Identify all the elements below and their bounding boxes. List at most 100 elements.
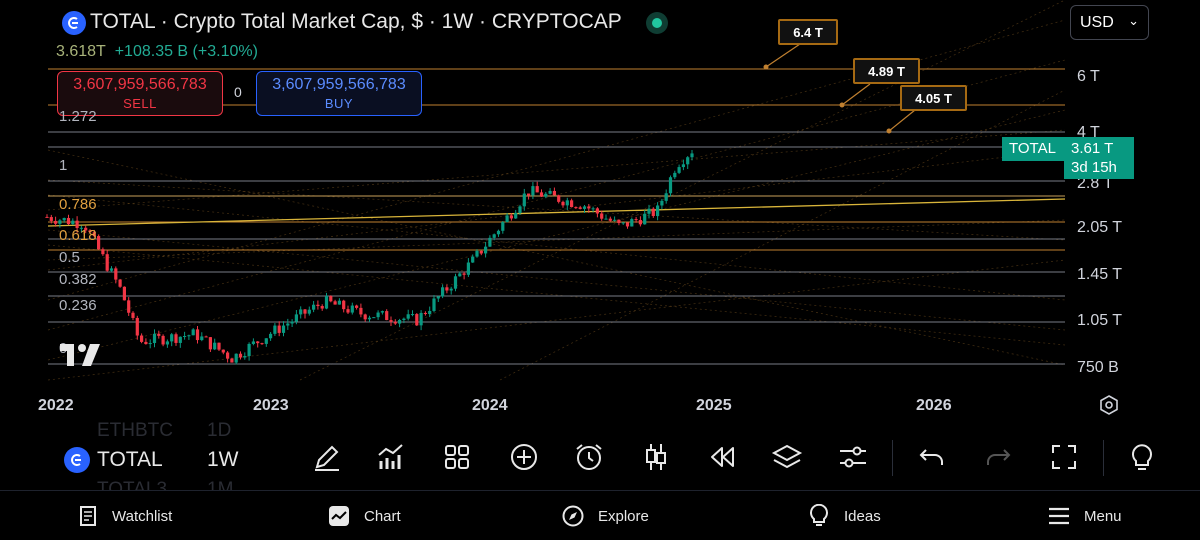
candle-body — [92, 232, 96, 237]
candle-body — [561, 201, 565, 206]
price-tag-countdown: 3d 15h — [1071, 159, 1117, 176]
time-axis-label: 2026 — [916, 397, 952, 414]
candle-body — [565, 200, 569, 206]
candles-icon[interactable] — [640, 441, 672, 473]
candle-body — [337, 300, 341, 305]
price-axis-label: 2.05 T — [1077, 219, 1123, 236]
alert-clock-icon[interactable] — [573, 441, 605, 473]
candle-body — [243, 356, 247, 358]
settings-sliders-icon[interactable] — [837, 441, 869, 473]
candle-body — [320, 306, 324, 309]
background-fib-fans — [47, 0, 1066, 381]
candle-body — [131, 312, 135, 318]
fib-label-0618: 0.618 — [59, 227, 97, 244]
candle-body — [152, 333, 157, 344]
sell-price: 3,607,959,566,783 — [73, 76, 207, 93]
candle-body — [539, 192, 544, 197]
candle-body — [449, 288, 453, 291]
price-axis-label: 6 T — [1077, 68, 1100, 85]
candle-body — [58, 220, 62, 224]
sell-button[interactable]: 3,607,959,566,783 SELL — [57, 71, 223, 116]
candle-body — [157, 333, 161, 336]
candle-body — [638, 220, 642, 225]
candle-body — [462, 273, 466, 275]
fullscreen-icon[interactable] — [1048, 441, 1080, 473]
candle-body — [294, 314, 298, 322]
candle-body — [174, 334, 178, 343]
interval-selector[interactable]: 1W — [207, 448, 239, 471]
layout-grid-icon[interactable] — [441, 441, 473, 473]
candle-body — [217, 342, 221, 350]
symbol-logo[interactable] — [62, 11, 86, 35]
candle-body — [505, 215, 509, 223]
undo-icon[interactable] — [916, 441, 948, 473]
candle-body — [445, 287, 449, 291]
nav-menu[interactable]: Menu — [1048, 503, 1122, 529]
buy-label: BUY — [324, 96, 354, 111]
symbol-selector[interactable]: TOTAL — [97, 448, 163, 471]
fan-line — [47, 194, 1066, 301]
price-tag-symbol: TOTAL — [1002, 137, 1064, 161]
candle-body — [122, 286, 126, 301]
toolbar-separator — [892, 440, 893, 476]
candle-body — [621, 222, 625, 224]
candle-body — [269, 333, 273, 339]
redo-icon[interactable] — [982, 441, 1014, 473]
candle-body — [557, 195, 561, 202]
time-axis-label: 2022 — [38, 397, 74, 414]
layers-icon[interactable] — [771, 441, 803, 473]
candle-body — [363, 314, 367, 320]
ideas-bulb-icon[interactable] — [1126, 441, 1158, 473]
ghost-symbol: ETHBTC — [97, 420, 173, 441]
time-axis-label: 2024 — [472, 397, 508, 414]
candle-body — [582, 206, 587, 209]
buy-button[interactable]: 3,607,959,566,783 BUY — [256, 71, 422, 116]
nav-chart[interactable]: Chart — [328, 503, 401, 529]
fib-label-05: 0.5 — [59, 249, 80, 266]
candle-body — [570, 200, 574, 208]
candle-body — [419, 312, 423, 326]
toolbar-symbol-logo[interactable] — [64, 447, 90, 473]
candle-body — [458, 273, 462, 277]
candle-body — [135, 317, 139, 336]
draw-icon[interactable] — [311, 441, 343, 473]
candle-body — [303, 309, 307, 314]
candle-body — [664, 193, 668, 201]
candle-body — [428, 310, 432, 315]
currency-select[interactable]: USD ⌄ — [1070, 5, 1149, 40]
indicators-icon[interactable] — [375, 441, 407, 473]
candle-body — [195, 329, 200, 341]
add-icon[interactable] — [508, 441, 540, 473]
fan-line — [47, 259, 1066, 381]
currency-label: USD — [1080, 14, 1114, 31]
nav-explore[interactable]: Explore — [562, 503, 649, 529]
candle-body — [617, 219, 621, 223]
candle-body — [264, 338, 268, 344]
candle-body — [651, 208, 655, 216]
candle-body — [118, 279, 122, 287]
nav-label: Watchlist — [112, 507, 173, 525]
candle-body — [75, 220, 79, 228]
price-chart[interactable] — [0, 0, 1200, 432]
spread-value: 0 — [234, 84, 242, 100]
replay-icon[interactable] — [706, 441, 738, 473]
candle-body — [97, 236, 101, 250]
candle-body — [277, 325, 281, 333]
target-callout: 4.89 T — [853, 58, 920, 84]
symbol-title[interactable]: TOTAL · Crypto Total Market Cap, $ · 1W … — [90, 10, 622, 33]
overlap-value: 3.618T — [56, 43, 106, 60]
candle-body — [479, 250, 483, 254]
candle-body — [380, 311, 384, 313]
nav-ideas[interactable]: Ideas — [808, 503, 881, 529]
candle-body — [79, 227, 83, 229]
candle-body — [600, 213, 604, 219]
candle-body — [329, 296, 333, 302]
axis-settings-icon[interactable] — [1099, 395, 1119, 415]
nav-watchlist[interactable]: Watchlist — [78, 503, 172, 529]
candle-body — [578, 207, 582, 209]
candle-body — [183, 335, 187, 337]
fib-label-1272: 1.272 — [59, 108, 97, 125]
candle-body — [453, 276, 458, 289]
candle-body — [350, 305, 354, 313]
candle-body — [604, 218, 608, 220]
